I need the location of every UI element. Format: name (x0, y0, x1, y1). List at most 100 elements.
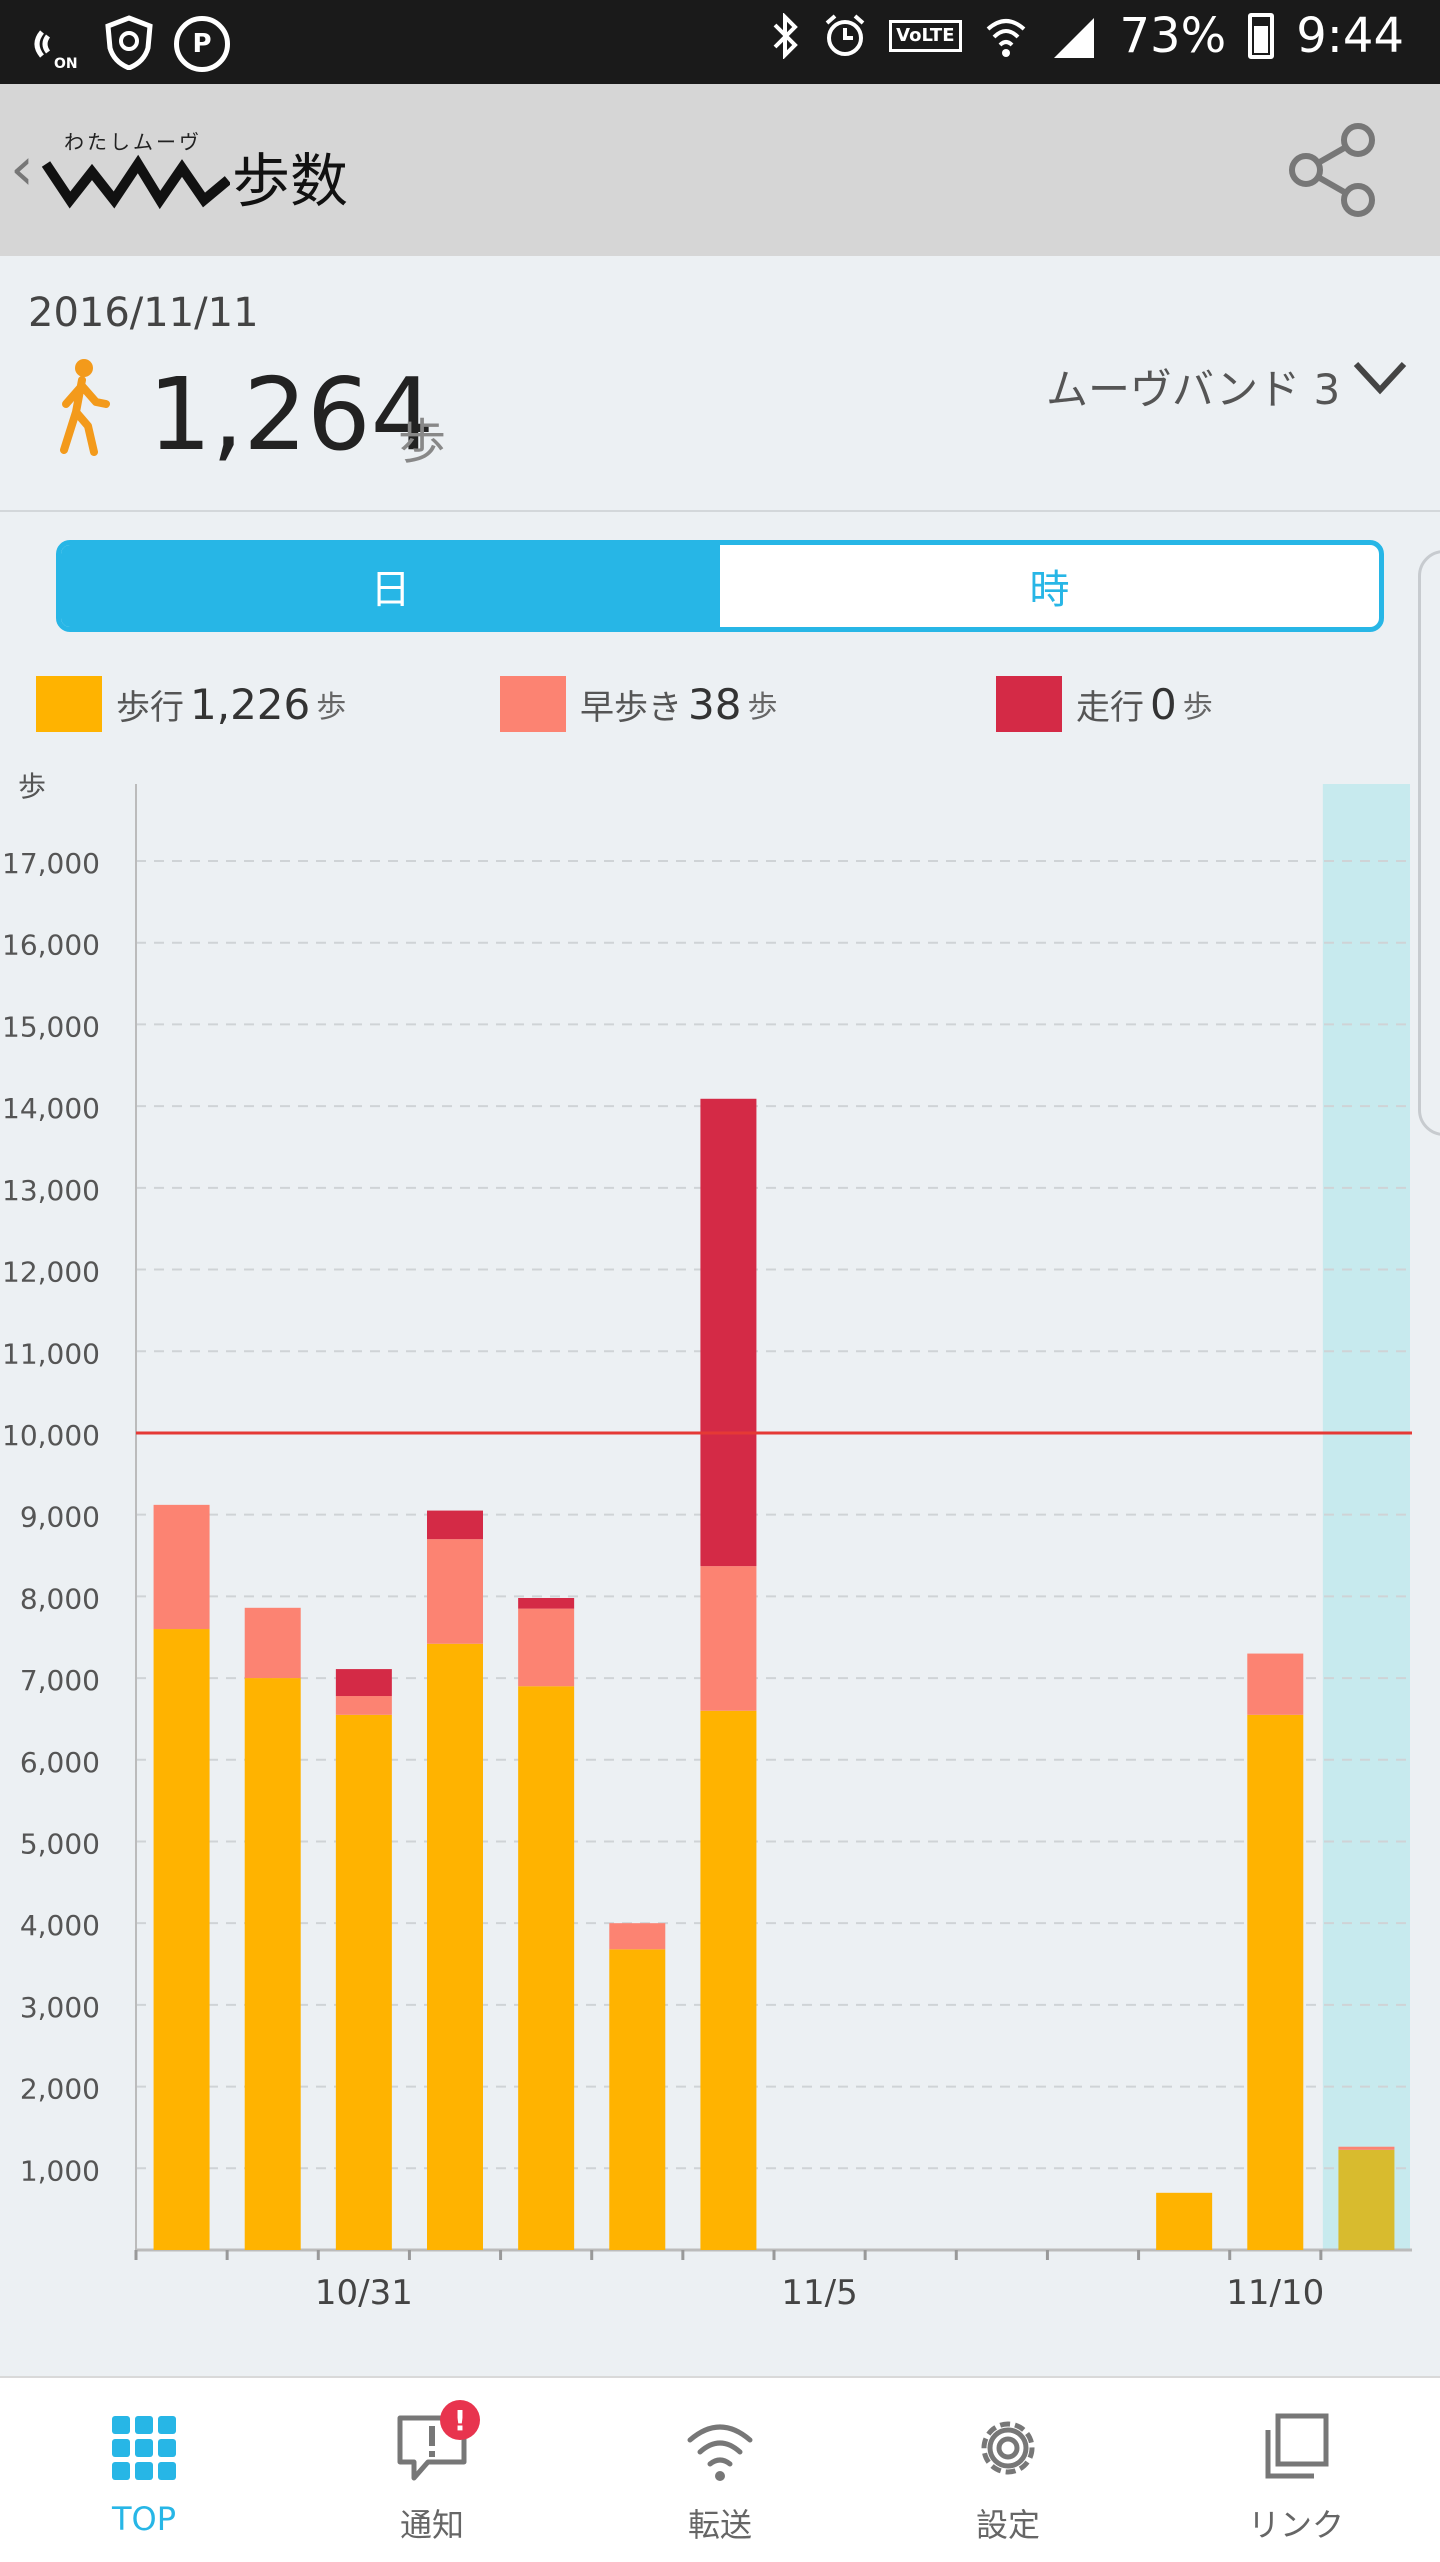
battery-icon (1248, 13, 1275, 59)
legend-unit: 歩 (1182, 690, 1213, 725)
steps-summary: 2016/11/11 1,264 歩 ムーヴバンド 3 (0, 256, 1440, 512)
y-tick-label: 4,000 (20, 1909, 100, 1942)
y-tick-label: 9,000 (20, 1501, 100, 1534)
volte-badge: VoLTE (889, 20, 962, 52)
legend-running: 走行 0 歩 (996, 676, 1213, 732)
bar-segment (700, 1566, 757, 1711)
legend-swatch-brisk (500, 676, 566, 732)
bluetooth-icon (773, 13, 798, 59)
y-tick-label: 7,000 (20, 1664, 100, 1697)
period-tabs: 日 時 (56, 540, 1384, 632)
wifi-icon (986, 19, 1025, 57)
walker-icon (60, 359, 110, 456)
wm-logo[interactable] (40, 124, 232, 214)
bar-segment (244, 1607, 301, 1679)
steps-bar-chart: 1,000 2,000 3,000 4,000 5,000 6,000 7,000 8,000… (2, 770, 1412, 2310)
bar-segment (335, 1669, 392, 1697)
bar-segment (153, 1629, 210, 2250)
tab-day[interactable]: 日 (61, 545, 720, 627)
bar-segment (700, 1098, 757, 1567)
status-bar: ON P VoLTE 73% 9:44 (0, 0, 1440, 84)
nav-transfer[interactable]: 転送 (576, 2378, 864, 2562)
bar-segment (518, 1597, 575, 1609)
y-tick-label: 8,000 (20, 1582, 100, 1615)
bar-segment (609, 1923, 666, 1950)
y-tick-label: 11,000 (2, 1337, 100, 1370)
nav-top[interactable]: TOP (0, 2378, 288, 2562)
y-tick-label: 15,000 (2, 1010, 100, 1043)
bar-segment (244, 1678, 301, 2250)
bar-segment (1156, 2192, 1213, 2250)
y-tick-label: 16,000 (2, 929, 100, 962)
y-tick-label: 17,000 (2, 847, 100, 880)
y-tick-label: 5,000 (20, 1827, 100, 1860)
transfer-icon (687, 2424, 753, 2481)
nav-label: 通知 (399, 2506, 464, 2544)
nav-link[interactable]: リンク (1152, 2378, 1440, 2562)
bar-segment (1247, 1714, 1304, 2250)
nfc-on-icon: ON (28, 16, 84, 72)
legend-unit: 歩 (747, 690, 778, 725)
app-header: ‹ わたしムーヴ 歩数 (0, 84, 1440, 256)
bar-segment (1338, 2146, 1395, 2150)
legend-value: 38 (688, 679, 742, 729)
bar-segment (335, 1714, 392, 2250)
x-tick-label: 11/5 (781, 2273, 857, 2310)
date-label: 2016/11/11 (28, 290, 259, 336)
tab-hour[interactable]: 時 (1029, 567, 1070, 613)
nav-settings[interactable]: 設定 (864, 2378, 1152, 2562)
p-icon: P (174, 16, 230, 72)
total-steps: 1,264 (148, 356, 435, 473)
y-tick-label: 3,000 (20, 1991, 100, 2024)
y-tick-label: 10,000 (2, 1419, 100, 1452)
battery-percent: 73% (1119, 8, 1227, 64)
bar-segment (609, 1949, 666, 2250)
grid-icon (112, 2416, 176, 2480)
alarm-icon (825, 14, 865, 56)
legend-label: 歩行 (116, 687, 184, 728)
share-icon[interactable] (1284, 122, 1380, 218)
legend-walking: 歩行 1,226 歩 (36, 676, 346, 732)
y-axis-unit: 歩 (18, 770, 46, 803)
nav-label: 設定 (975, 2506, 1040, 2544)
clock: 9:44 (1296, 8, 1404, 64)
legend-brisk-walking: 早歩き 38 歩 (500, 676, 777, 732)
legend-label: 走行 (1076, 687, 1144, 728)
nav-notifications[interactable]: ! 通知 (288, 2378, 576, 2562)
x-tick-label: 10/31 (315, 2273, 413, 2310)
nav-label: リンク (1247, 2506, 1344, 2544)
bar-segment (153, 1504, 210, 1630)
bar-segment (427, 1539, 483, 1644)
legend-value: 1,226 (190, 679, 311, 729)
bar-segment (1338, 2149, 1395, 2250)
notification-badge: ! (440, 2400, 480, 2440)
settings-gear-icon (981, 2421, 1035, 2475)
bar-segment (1247, 1653, 1304, 1715)
legend-unit: 歩 (316, 690, 347, 725)
y-tick-label: 14,000 (2, 1092, 100, 1125)
logo-caption: わたしムーヴ (64, 130, 202, 154)
status-left-icons: ON P (28, 14, 230, 74)
status-right-icons: VoLTE 73% 9:44 (771, 8, 1404, 64)
nav-label: 転送 (687, 2506, 752, 2544)
signal-icon (1053, 18, 1094, 58)
device-selector[interactable]: ムーヴバンド 3 (1046, 365, 1341, 414)
x-tick-label: 11/10 (1226, 2273, 1324, 2310)
bar-segment (335, 1696, 392, 1715)
nav-label: TOP (111, 2500, 177, 2538)
legend-swatch-running (996, 676, 1062, 732)
bar-segment (518, 1686, 575, 2250)
y-tick-label: 2,000 (20, 2073, 100, 2106)
chevron-down-icon[interactable] (1352, 358, 1408, 398)
legend-value: 0 (1150, 679, 1177, 729)
y-tick-label: 6,000 (20, 1746, 100, 1779)
link-icon (1265, 2413, 1329, 2479)
bottom-nav: TOP ! 通知 転送 設定 リンク (0, 2376, 1440, 2562)
legend-label: 早歩き (580, 687, 682, 728)
legend-swatch-walking (36, 676, 102, 732)
shield-icon (104, 14, 154, 74)
y-tick-label: 1,000 (20, 2154, 100, 2187)
page-title: 歩数 (232, 147, 349, 215)
back-chevron-icon[interactable]: ‹ (10, 134, 34, 204)
y-tick-label: 12,000 (2, 1256, 100, 1289)
